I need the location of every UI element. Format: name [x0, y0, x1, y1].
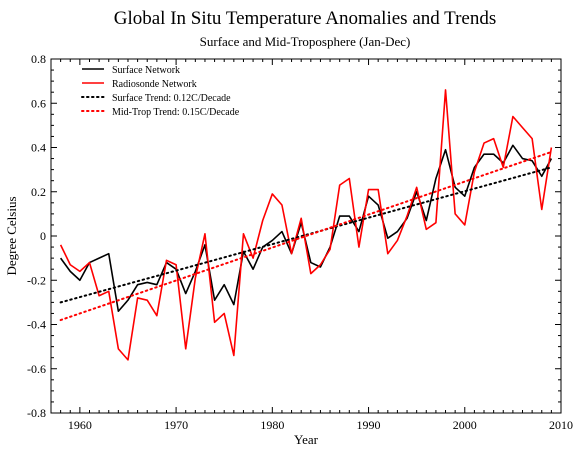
series-line-2 — [59, 166, 553, 304]
y-axis-label: Degree Celsius — [4, 196, 19, 275]
y-tick-label: -0.2 — [27, 273, 46, 287]
y-tick-label: 0.2 — [31, 185, 46, 199]
chart-subtitle: Surface and Mid-Troposphere (Jan-Dec) — [200, 34, 411, 49]
y-tick-label: -0.4 — [27, 318, 46, 332]
series-line-1 — [59, 89, 553, 361]
x-axis-label: Year — [294, 432, 319, 447]
x-tick-label: 1960 — [68, 418, 92, 432]
y-tick-label: 0.6 — [31, 96, 46, 110]
series-line-0 — [59, 144, 553, 313]
series-layer — [59, 89, 553, 361]
legend-label: Surface Trend: 0.12C/Decade — [112, 93, 231, 104]
legend-label: Surface Network — [112, 65, 180, 76]
y-tick-label: 0 — [40, 229, 46, 243]
x-tick-label: 1970 — [164, 418, 188, 432]
y-tick-label: -0.8 — [27, 406, 46, 420]
chart-title: Global In Situ Temperature Anomalies and… — [114, 8, 497, 29]
x-tick-label: 2000 — [453, 418, 477, 432]
x-tick-label: 2010 — [549, 418, 573, 432]
y-axis: -0.8 -0.6 -0.4 -0.2 0 0.2 0.4 0.6 0.8 — [27, 52, 561, 420]
y-tick-label: 0.8 — [31, 52, 46, 66]
y-tick-label: -0.6 — [27, 362, 46, 376]
x-tick-label: 1990 — [357, 418, 381, 432]
legend: Surface Network Radiosonde Network Surface… — [81, 65, 240, 118]
legend-label: Mid-Trop Trend: 0.15C/Decade — [112, 107, 240, 118]
x-tick-label: 1980 — [260, 418, 284, 432]
legend-label: Radiosonde Network — [112, 79, 197, 90]
series-line-3 — [59, 150, 553, 322]
x-axis: 1960 1970 1980 1990 2000 2010 — [60, 59, 573, 432]
y-tick-label: 0.4 — [31, 141, 46, 155]
